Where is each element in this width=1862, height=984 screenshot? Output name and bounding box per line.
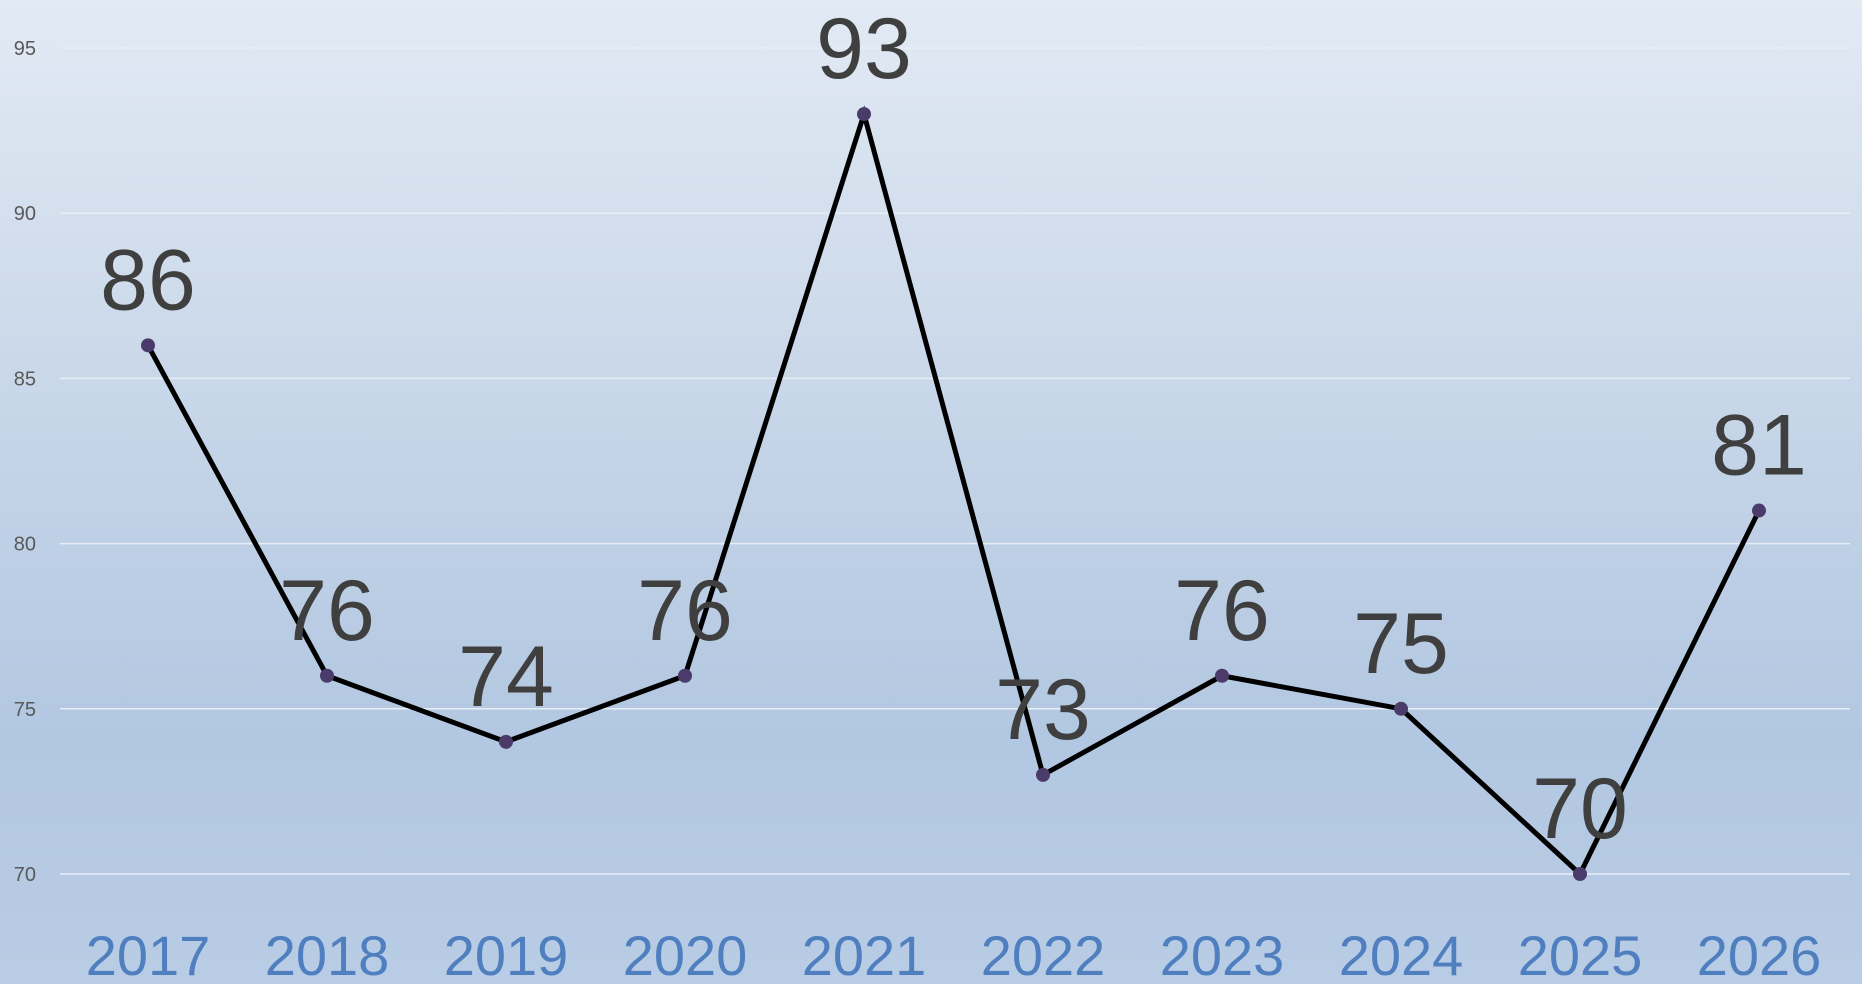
gridlines [60,47,1850,875]
x-tick-label: 2021 [802,924,927,984]
data-label: 70 [1532,761,1628,857]
y-tick-label: 80 [14,534,36,556]
x-tick-label: 2020 [623,924,748,984]
x-tick-label: 2024 [1339,924,1464,984]
y-tick-label: 85 [14,368,36,390]
data-label: 75 [1353,596,1449,692]
data-point [320,668,334,683]
data-label: 76 [279,563,375,659]
data-point [1394,701,1408,716]
x-tick-label: 2019 [444,924,569,984]
data-point [1215,668,1229,683]
series-line [145,105,1762,879]
x-axis: 2017 2018 2019 2020 2021 2022 2023 2024 2025 2026 [86,924,1822,984]
data-label: 74 [458,629,554,725]
data-labels: 86 76 74 76 93 73 76 75 70 81 [100,1,1807,857]
data-label: 76 [1174,563,1270,659]
y-tick-label: 70 [14,864,36,886]
x-tick-label: 2018 [265,924,390,984]
data-label: 86 [100,232,196,328]
data-point [1752,503,1766,518]
x-tick-label: 2017 [86,924,211,984]
x-tick-label: 2022 [981,924,1106,984]
data-point [141,338,155,353]
data-point [1036,767,1050,782]
x-tick-label: 2023 [1160,924,1285,984]
markers [141,107,1766,881]
data-point [499,734,513,749]
data-point [1573,867,1587,881]
y-axis: 70 75 80 85 90 95 [14,38,36,886]
y-tick-label: 95 [14,38,36,60]
data-point [857,107,871,122]
data-label: 93 [816,1,912,97]
y-tick-label: 90 [14,203,36,225]
y-tick-label: 75 [14,699,36,721]
x-tick-label: 2025 [1518,924,1643,984]
data-label: 76 [637,563,733,659]
data-point [678,668,692,683]
data-label: 81 [1711,398,1807,494]
data-label: 73 [995,662,1091,758]
series-line-group [145,105,1762,879]
x-tick-label: 2026 [1697,924,1822,984]
